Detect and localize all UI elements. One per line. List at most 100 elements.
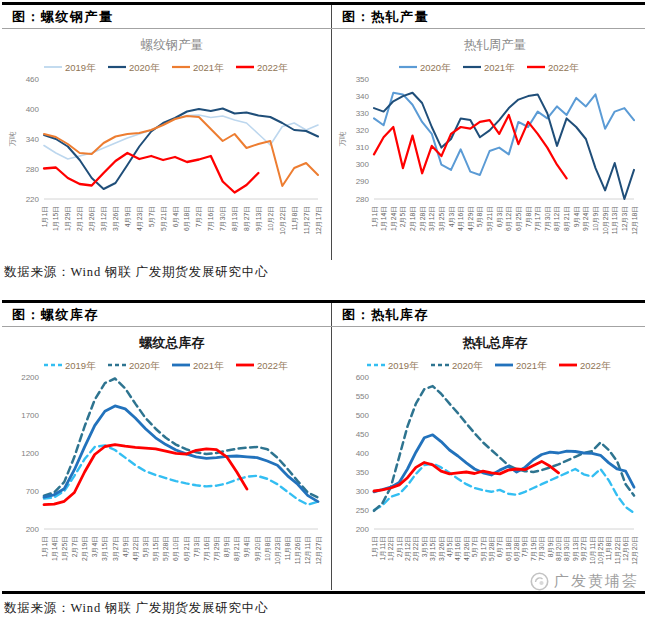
x-tick-label: 11月8日	[284, 536, 292, 560]
x-tick-label: 1月1日	[41, 206, 49, 227]
y-tick-label: 300	[356, 160, 370, 169]
line-chart: 热轧周产量2020年2021年2022年28029030031032033034…	[336, 31, 642, 259]
x-tick-label: 11月8日	[291, 206, 299, 230]
legend-item: 2021年	[172, 62, 224, 73]
y-tick-label: 200	[356, 525, 370, 534]
x-tick-label: 3月12日	[428, 206, 436, 231]
x-tick-label: 7月9日	[521, 536, 529, 557]
x-tick-label: 7月8日	[525, 206, 533, 227]
x-tick-label: 4月16日	[457, 206, 465, 231]
y-tick-label: 350	[356, 75, 370, 84]
x-tick-label: 8月27日	[243, 206, 251, 231]
line-chart: 热轧总库存2019年2020年2021年2022年200250300350400…	[336, 329, 642, 589]
x-tick-label: 2月28日	[419, 206, 427, 231]
panel-header-rebar-inventory-label: 图：螺纹库存	[12, 306, 99, 324]
panel-header-hrc-inventory-label: 图：热轧库存	[342, 306, 429, 324]
inventory-header-row: 图：螺纹库存 图：热轧库存	[2, 303, 645, 327]
x-tick-label: 5月7日	[471, 536, 479, 557]
x-tick-label: 3月4日	[91, 536, 99, 557]
x-tick-label: 3月12日	[100, 206, 108, 231]
bottom-rule	[2, 591, 645, 594]
legend-label: 2019年	[65, 62, 96, 73]
x-tick-label: 2月12日	[76, 206, 84, 231]
y-tick-label: 330	[356, 109, 370, 118]
legend-label: 2022年	[257, 360, 288, 371]
x-tick-label: 12月6日	[622, 536, 630, 561]
panel-header-hrc-inventory: 图：热轧库存	[332, 303, 645, 326]
x-tick-label: 4月3日	[448, 206, 456, 227]
legend-item: 2020年	[108, 62, 160, 73]
x-tick-label: 4月29日	[467, 206, 475, 231]
x-tick-label: 4月26日	[463, 536, 471, 561]
y-tick-label: 220	[26, 195, 40, 204]
x-tick-label: 8月30日	[563, 536, 571, 561]
x-tick-label: 3月5日	[421, 536, 429, 557]
x-tick-label: 1月29日	[64, 206, 72, 231]
legend-item: 2021年	[172, 360, 224, 371]
x-tick-label: 2月5日	[399, 206, 407, 227]
x-tick-label: 7月17日	[534, 206, 542, 231]
y-tick-label: 400	[356, 449, 370, 458]
x-tick-label: 8月9日	[547, 536, 555, 557]
legend-label: 2020年	[129, 62, 160, 73]
x-tick-label: 8月21日	[233, 536, 241, 561]
legend-item: 2019年	[44, 360, 96, 371]
x-tick-label: 3月26日	[112, 206, 120, 231]
data-source-note-bottom: 数据来源：Wind 钢联 广发期货发展研究中心	[4, 600, 268, 617]
panel-header-rebar-inventory: 图：螺纹库存	[2, 303, 332, 326]
x-tick-label: 7月16日	[203, 536, 211, 561]
x-tick-label: 2月1日	[396, 536, 404, 557]
x-tick-label: 10月9日	[592, 206, 600, 231]
legend-label: 2019年	[388, 360, 419, 371]
y-tick-label: 310	[356, 143, 370, 152]
y-tick-label: 300	[356, 487, 370, 496]
production-chart-row: 螺纹钢产量2019年2020年2021年2022年220280340400460…	[2, 29, 645, 262]
x-tick-label: 8月21日	[563, 206, 571, 231]
report-page: 图：螺纹钢产量 图：热轧产量 螺纹钢产量2019年2020年2021年2022年…	[0, 0, 647, 619]
x-tick-label: 11月26日	[294, 536, 302, 564]
x-tick-label: 1月11日	[379, 536, 387, 560]
x-tick-label: 10月2日	[267, 206, 275, 231]
chart-title: 热轧周产量	[464, 38, 527, 52]
x-tick-label: 10月11日	[589, 536, 597, 564]
x-tick-label: 11月8日	[605, 536, 613, 560]
y-tick-label: 320	[356, 126, 370, 135]
y-tick-label: 1700	[21, 411, 39, 420]
x-tick-label: 5月28日	[162, 536, 170, 561]
x-tick-label: 9月13日	[572, 536, 580, 561]
legend-label: 2022年	[257, 62, 288, 73]
production-header-row: 图：螺纹钢产量 图：热轧产量	[2, 5, 645, 29]
x-tick-label: 1月14日	[51, 536, 59, 561]
x-tick-label: 6月18日	[505, 536, 513, 561]
y-tick-label: 1200	[21, 449, 39, 458]
x-tick-label: 3月15日	[429, 536, 437, 561]
x-tick-label: 4月9日	[124, 206, 132, 227]
x-tick-label: 10月8日	[264, 536, 272, 561]
x-tick-label: 7月29日	[213, 536, 221, 561]
y-tick-label: 340	[26, 135, 40, 144]
legend-label: 2021年	[516, 360, 547, 371]
x-tick-label: 2月7日	[71, 536, 79, 557]
x-tick-label: 9月13日	[255, 206, 263, 231]
x-tick-label: 1月1日	[371, 536, 379, 557]
x-tick-label: 7月30日	[544, 206, 552, 231]
inventory-panel: 图：螺纹库存 图：热轧库存 螺纹总库存2019年2020年2021年2022年2…	[2, 300, 645, 592]
x-tick-label: 1月25日	[61, 536, 69, 561]
legend-label: 2021年	[193, 360, 224, 371]
x-tick-label: 4月22日	[132, 536, 140, 561]
production-panel: 图：螺纹钢产量 图：热轧产量 螺纹钢产量2019年2020年2021年2022年…	[2, 2, 645, 262]
x-tick-label: 12月20日	[631, 536, 639, 565]
legend-label: 2021年	[484, 62, 515, 73]
x-tick-label: 5月21日	[160, 206, 168, 231]
x-tick-label: 1月14日	[380, 206, 388, 231]
x-tick-label: 2月26日	[88, 206, 96, 231]
y-tick-label: 600	[356, 373, 370, 382]
y-tick-label: 340	[356, 92, 370, 101]
x-tick-label: 4月9日	[122, 536, 130, 557]
x-tick-label: 6月7日	[496, 536, 504, 557]
series-line-2021年	[374, 435, 634, 492]
legend-label: 2022年	[548, 62, 579, 73]
x-tick-label: 7月30日	[219, 206, 227, 231]
x-tick-label: 7月30日	[538, 536, 546, 561]
inventory-chart-row: 螺纹总库存2019年2020年2021年2022年200700120017002…	[2, 327, 645, 592]
